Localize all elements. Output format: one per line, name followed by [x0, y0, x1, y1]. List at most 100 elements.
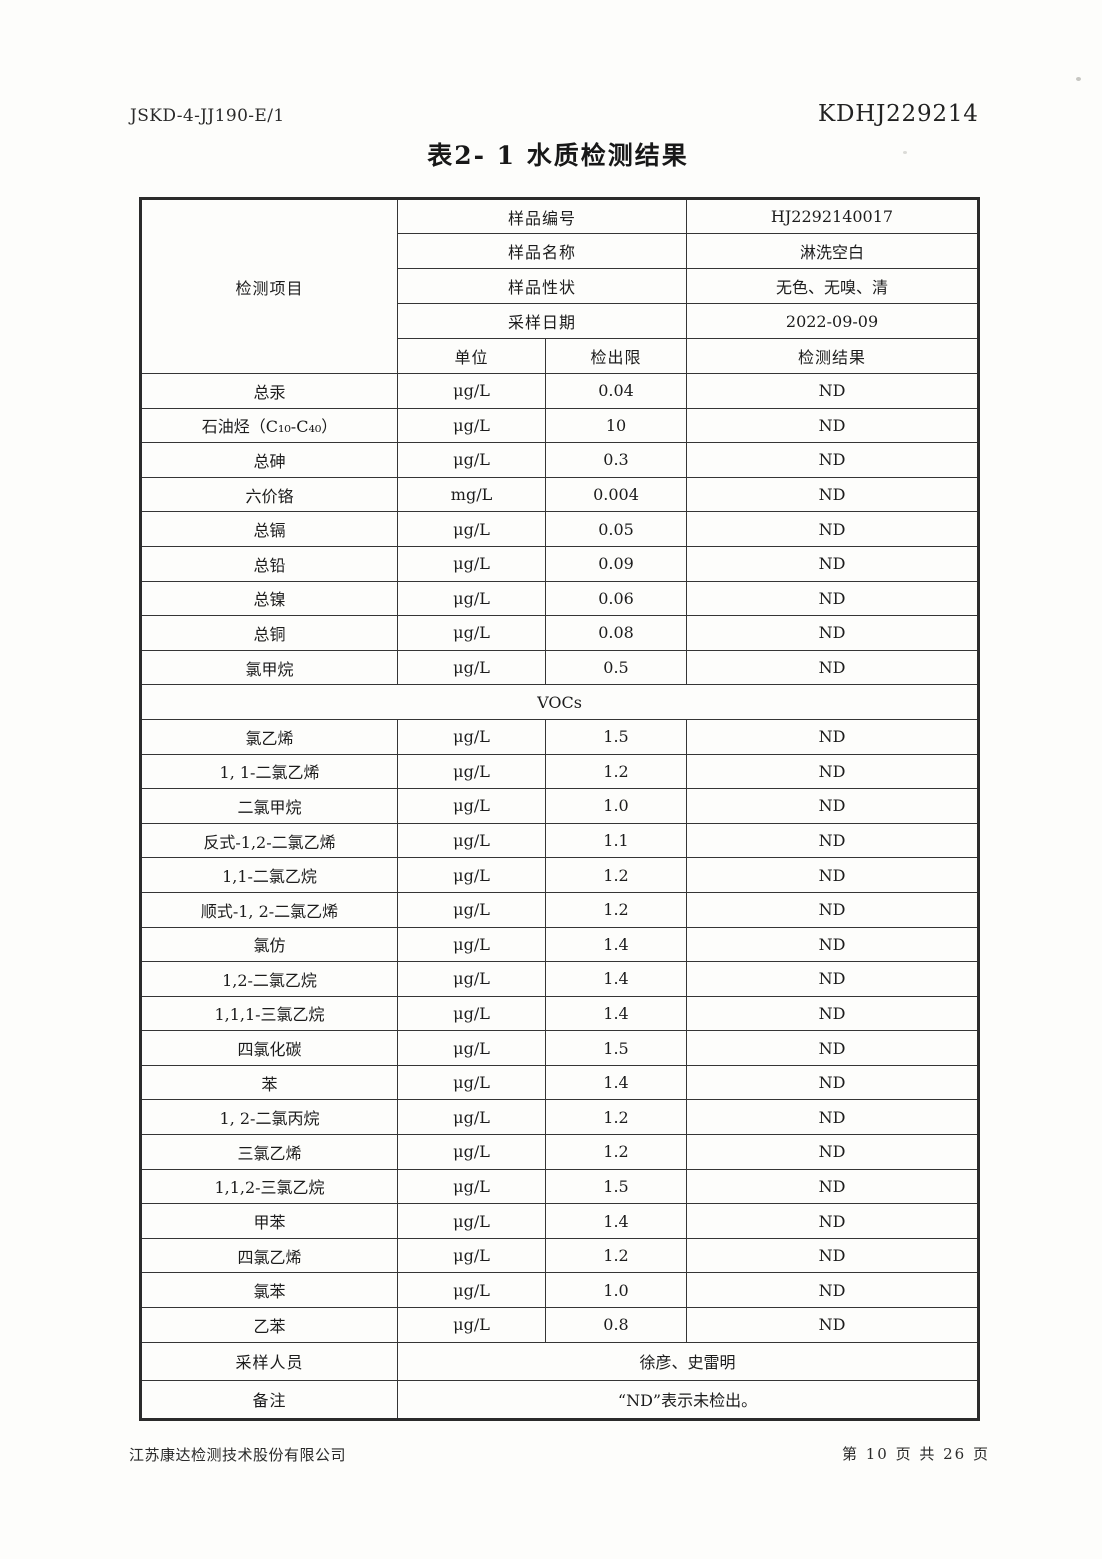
limit-cell: 1.4 — [544, 926, 688, 963]
sample-info-row: 样品性状 无色、无嗅、清 — [141, 268, 980, 304]
item-cell: 1,2-二氯乙烷 — [140, 961, 398, 997]
samplers-row: 采样人员 徐彦、史雷明 — [140, 1341, 980, 1382]
item-cell: 1,1-二氯乙烷 — [140, 857, 398, 893]
samplers-value: 徐彦、史雷明 — [396, 1341, 980, 1382]
samplers-label: 采样人员 — [140, 1341, 398, 1382]
unit-cell: μg/L — [397, 1237, 546, 1274]
item-cell: 四氯乙烯 — [140, 1237, 398, 1274]
result-row: 三氯乙烯 μg/L 1.2 ND — [140, 1134, 980, 1170]
limit-cell: 1.2 — [544, 1134, 688, 1170]
result-cell: ND — [686, 373, 980, 409]
unit-cell: μg/L — [397, 961, 546, 997]
item-cell: 1, 1-二氯乙烯 — [140, 753, 398, 790]
unit-cell: μg/L — [397, 1134, 546, 1170]
limit-cell: 1.2 — [544, 753, 688, 790]
item-cell: 氯苯 — [140, 1272, 398, 1309]
limit-cell: 1.5 — [544, 1030, 688, 1066]
result-row: 氯苯 μg/L 1.0 ND — [140, 1272, 980, 1309]
limit-cell: 10 — [544, 407, 688, 444]
sample-name-value: 淋洗空白 — [686, 233, 980, 269]
item-cell: 石油烃（C₁₀-C₄₀） — [140, 407, 398, 444]
report-number: KDHJ229214 — [818, 101, 979, 127]
limit-cell: 1.2 — [544, 857, 688, 893]
result-row: 总铜 μg/L 0.08 ND — [140, 615, 980, 651]
unit-cell: μg/L — [397, 857, 546, 893]
unit-cell: μg/L — [397, 442, 546, 478]
limit-cell: 0.08 — [544, 615, 688, 651]
unit-cell: μg/L — [397, 1099, 546, 1136]
unit-cell: μg/L — [397, 891, 546, 928]
column-header-row: 单位 检出限 检测结果 — [141, 338, 980, 374]
result-cell: ND — [686, 1203, 980, 1239]
section-row: VOCs — [139, 684, 980, 720]
limit-cell: 1.4 — [544, 1203, 688, 1239]
limit-cell: 0.8 — [544, 1307, 688, 1343]
result-cell: ND — [686, 891, 980, 928]
result-cell: ND — [686, 961, 980, 997]
sample-character-value: 无色、无嗅、清 — [686, 268, 980, 304]
result-row: 总镉 μg/L 0.05 ND — [140, 511, 980, 547]
result-row: 1, 1-二氯乙烯 μg/L 1.2 ND — [140, 753, 980, 790]
limit-cell: 1.2 — [544, 1099, 688, 1136]
result-row: 甲苯 μg/L 1.4 ND — [140, 1203, 980, 1239]
unit-cell: μg/L — [397, 649, 546, 686]
item-column-header: 检测项目 — [140, 198, 398, 374]
unit-cell: μg/L — [397, 545, 546, 582]
unit-cell: μg/L — [397, 1203, 546, 1239]
limit-cell: 1.0 — [544, 788, 688, 824]
result-cell: ND — [686, 995, 980, 1032]
result-cell: ND — [686, 442, 980, 478]
item-cell: 总镉 — [140, 511, 398, 547]
remark-value: “ND”表示未检出。 — [396, 1380, 980, 1420]
sample-info-row: 采样日期 2022-09-09 — [141, 303, 980, 339]
result-cell: ND — [686, 1030, 980, 1066]
limit-cell: 1.4 — [544, 1064, 688, 1101]
sample-character-label: 样品性状 — [396, 268, 688, 304]
item-cell: 四氯化碳 — [140, 1030, 398, 1066]
limit-cell: 1.1 — [544, 822, 688, 859]
item-cell: 三氯乙烯 — [140, 1134, 398, 1170]
unit-cell: μg/L — [397, 407, 546, 444]
item-cell: 总铅 — [140, 545, 398, 582]
unit-cell: μg/L — [397, 995, 546, 1032]
result-cell: ND — [686, 545, 980, 582]
result-row: 二氯甲烷 μg/L 1.0 ND — [140, 788, 980, 824]
item-cell: 1, 2-二氯丙烷 — [140, 1099, 398, 1136]
result-row: 1,1,2-三氯乙烷 μg/L 1.5 ND — [140, 1168, 980, 1205]
unit-cell: μg/L — [397, 1030, 546, 1066]
unit-cell: mg/L — [397, 476, 546, 513]
result-row: 总铅 μg/L 0.09 ND — [140, 545, 980, 582]
limit-cell: 0.5 — [544, 649, 688, 686]
result-row: 反式-1,2-二氯乙烯 μg/L 1.1 ND — [140, 822, 980, 859]
result-row: 六价铬 mg/L 0.004 ND — [140, 476, 980, 513]
result-cell: ND — [686, 649, 980, 686]
unit-cell: μg/L — [397, 511, 546, 547]
unit-cell: μg/L — [397, 1307, 546, 1343]
unit-cell: μg/L — [397, 926, 546, 963]
item-cell: 苯 — [140, 1064, 398, 1101]
limit-cell: 1.5 — [544, 1168, 688, 1205]
section-label: VOCs — [139, 684, 980, 720]
unit-cell: μg/L — [397, 373, 546, 409]
remark-label: 备注 — [140, 1380, 398, 1420]
result-row: 顺式-1, 2-二氯乙烯 μg/L 1.2 ND — [140, 891, 980, 928]
item-cell: 顺式-1, 2-二氯乙烯 — [140, 891, 398, 928]
result-row: 1,2-二氯乙烷 μg/L 1.4 ND — [140, 961, 980, 997]
result-cell: ND — [686, 1237, 980, 1274]
item-cell: 1,1,1-三氯乙烷 — [140, 995, 398, 1032]
unit-column-header: 单位 — [397, 338, 546, 374]
unit-cell: μg/L — [397, 1168, 546, 1205]
sample-id-value: HJ2292140017 — [686, 198, 980, 234]
item-cell: 二氯甲烷 — [140, 788, 398, 824]
result-row: 四氯化碳 μg/L 1.5 ND — [140, 1030, 980, 1066]
item-cell: 氯仿 — [140, 926, 398, 963]
item-cell: 甲苯 — [140, 1203, 398, 1239]
sample-name-label: 样品名称 — [396, 233, 688, 269]
item-cell: 氯乙烯 — [140, 718, 398, 755]
item-cell: 氯甲烷 — [140, 649, 398, 686]
unit-cell: μg/L — [397, 788, 546, 824]
limit-cell: 1.4 — [544, 995, 688, 1032]
unit-cell: μg/L — [397, 615, 546, 651]
unit-cell: μg/L — [397, 1272, 546, 1309]
